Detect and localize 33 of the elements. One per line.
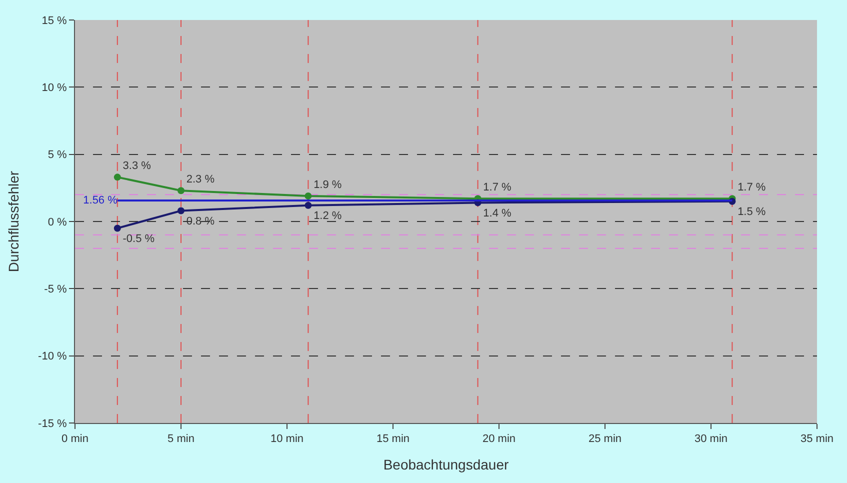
y-tick-label: -15 % xyxy=(38,418,68,430)
data-label: 1.2 % xyxy=(314,210,342,222)
data-label: 1.9 % xyxy=(314,178,342,191)
x-tick-label: 15 min xyxy=(376,433,410,446)
y-tick-label: 0 % xyxy=(48,216,68,228)
y-tick-label: 15 % xyxy=(42,14,68,27)
data-label: 1.7 % xyxy=(738,182,766,194)
point xyxy=(178,187,184,194)
x-tick-label: 0 min xyxy=(62,433,88,446)
data-label: 1.5 % xyxy=(738,206,766,218)
data-label: 2.3 % xyxy=(186,173,215,186)
x-tick-label: 30 min xyxy=(694,433,728,446)
point xyxy=(114,174,121,181)
y-tick-label: 10 % xyxy=(42,82,68,94)
data-label: 1.4 % xyxy=(483,207,512,220)
x-tick-label: 10 min xyxy=(270,433,304,446)
point xyxy=(114,224,121,232)
x-tick-label: 35 min xyxy=(800,433,834,446)
y-tick-label: -5 % xyxy=(44,284,68,296)
y-axis-title: Durchflussfehler xyxy=(6,170,22,272)
data-label: -0.5 % xyxy=(122,232,155,245)
data-label: 1.7 % xyxy=(483,182,512,194)
data-label: 3.3 % xyxy=(122,160,152,172)
point xyxy=(178,207,184,214)
y-tick-label: -10 % xyxy=(38,350,68,363)
point xyxy=(304,202,312,209)
point xyxy=(304,192,312,200)
x-tick-label: 25 min xyxy=(588,433,622,446)
data-label: 1.56 % xyxy=(83,194,118,206)
x-tick-label: 20 min xyxy=(482,433,516,446)
x-axis-title: Beobachtungsdauer xyxy=(383,456,509,472)
x-tick-label: 5 min xyxy=(168,433,194,446)
y-tick-label: 5 % xyxy=(48,149,68,162)
